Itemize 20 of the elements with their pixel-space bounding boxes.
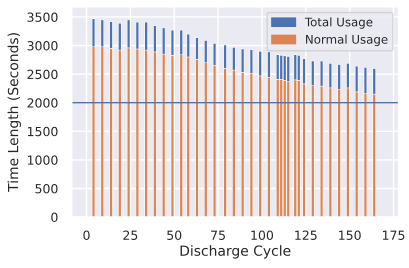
y-tick-label: 3500 — [28, 12, 58, 22]
x-tick-label: 50 — [167, 230, 182, 240]
y-tick-label: 1500 — [28, 126, 58, 136]
x-tick-label: 175 — [382, 230, 404, 240]
y-tick-label: 3000 — [28, 41, 58, 50]
x-tick-label: 150 — [339, 230, 361, 240]
legend-label: Normal Usage — [306, 34, 388, 46]
y-tick-label: 500 — [35, 184, 58, 194]
legend-label: Total Usage — [304, 17, 372, 29]
x-tick-label: 125 — [295, 230, 317, 240]
y-tick-label: 2000 — [27, 98, 58, 108]
y-tick-label: 1000 — [28, 155, 58, 165]
x-tick-label: 100 — [251, 230, 274, 240]
x-axis-title: Discharge Cycle — [180, 245, 290, 259]
y-tick-label: 2500 — [27, 70, 58, 80]
x-tick-label: 75 — [211, 230, 225, 240]
x-tick-label: 0 — [83, 230, 90, 240]
y-axis-title: Time Length (Seconds) — [8, 33, 22, 192]
y-tick-label: 0 — [51, 212, 58, 222]
x-tick-label: 25 — [123, 230, 138, 240]
